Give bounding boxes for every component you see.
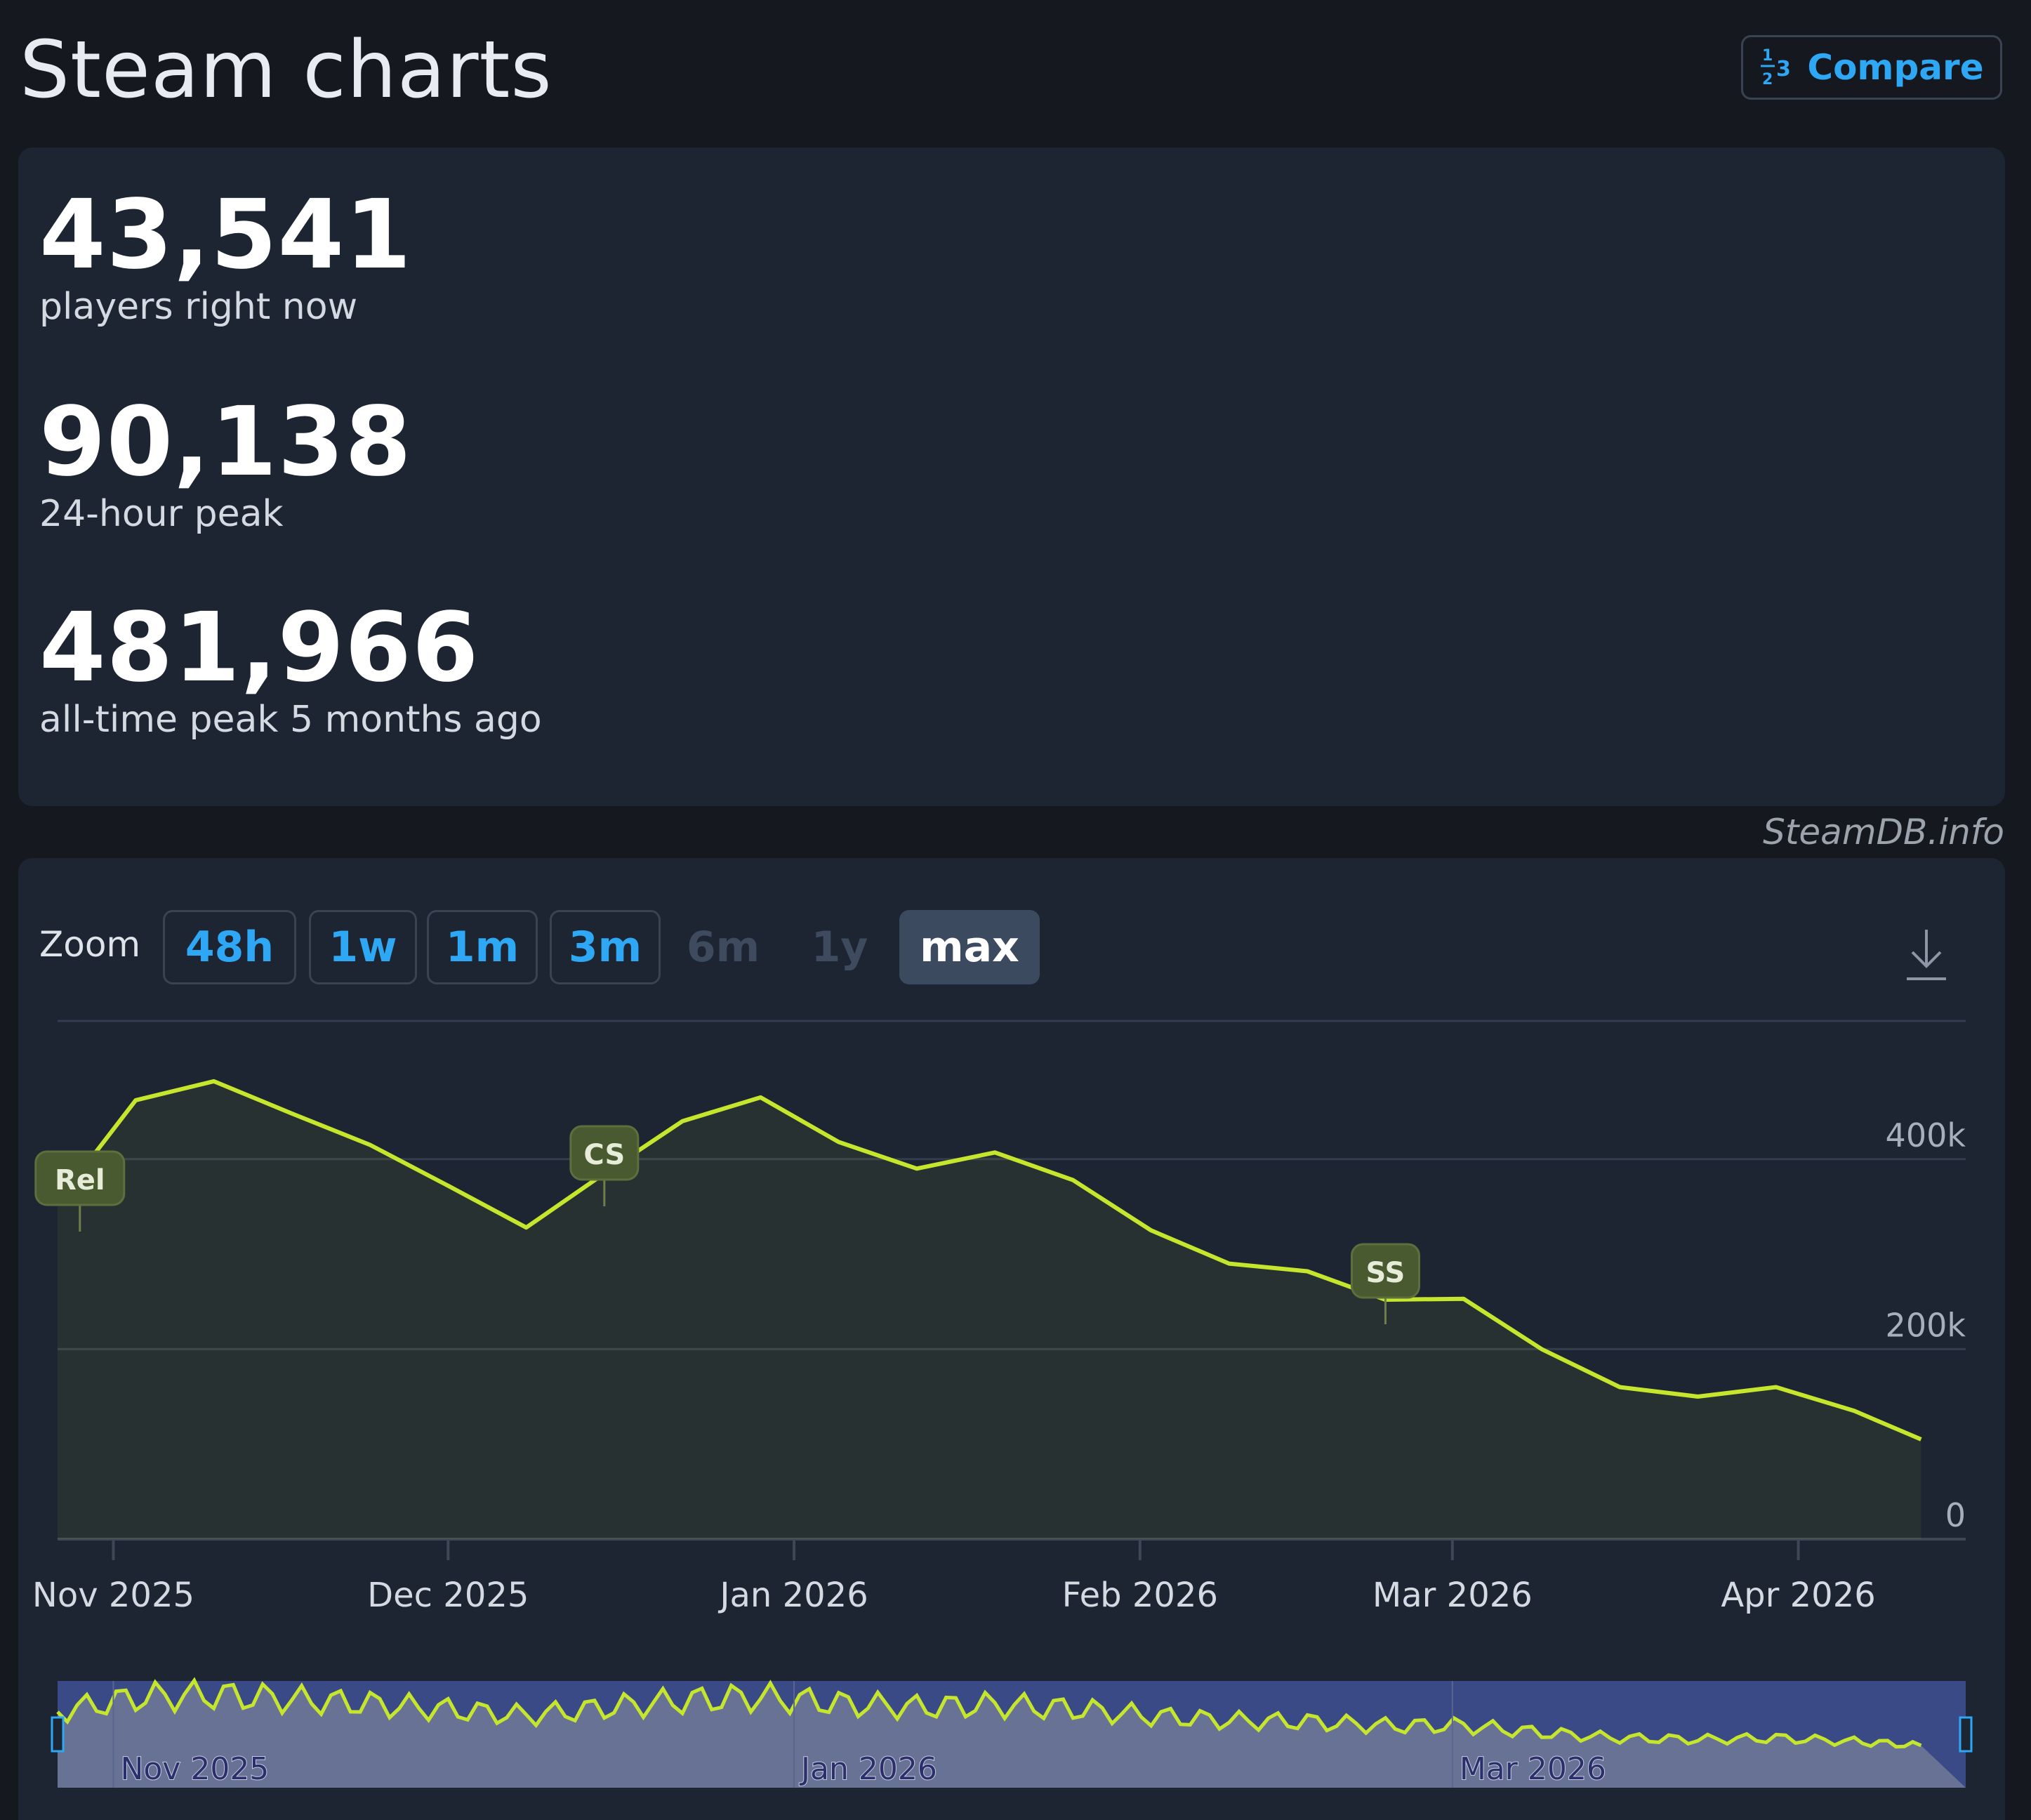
y-tick-label: 0 bbox=[1945, 1496, 1966, 1534]
page-title: Steam charts bbox=[20, 25, 553, 116]
stat-24h-peak: 90,138 24-hour peak bbox=[39, 390, 412, 537]
stat-label: players right now bbox=[39, 286, 358, 328]
zoom-1y-button: 1y bbox=[811, 923, 868, 972]
navigator-line bbox=[56, 1677, 1922, 1749]
svg-text:3: 3 bbox=[1776, 57, 1791, 81]
flag-cs bbox=[569, 1125, 640, 1181]
navigator-handle-right[interactable] bbox=[1959, 1716, 1973, 1753]
series-line bbox=[55, 1079, 1922, 1442]
series-area bbox=[58, 1081, 1921, 1539]
svg-text:2: 2 bbox=[1762, 71, 1773, 88]
zoom-3m-button[interactable]: 3m bbox=[550, 910, 661, 984]
chart-card bbox=[18, 858, 2005, 1820]
stat-value: 90,138 bbox=[39, 387, 412, 498]
stat-value: 43,541 bbox=[39, 180, 412, 291]
zoom-label: Zoom bbox=[39, 924, 141, 965]
x-tick-label: Dec 2025 bbox=[367, 1576, 529, 1615]
navigator-tick-label: Jan 2026 bbox=[799, 1751, 937, 1787]
navigator-handle-left[interactable] bbox=[51, 1716, 65, 1753]
stat-label: all-time peak 5 months ago bbox=[39, 699, 542, 741]
flag-label: Rel bbox=[55, 1164, 105, 1196]
x-tick-label: Jan 2026 bbox=[717, 1576, 868, 1615]
stat-players-now: 43,541 players right now bbox=[39, 183, 412, 330]
compare-label: Compare bbox=[1807, 47, 1984, 88]
navigator-tick-label: Nov 2025 bbox=[120, 1751, 269, 1787]
zoom-1m-button[interactable]: 1m bbox=[427, 910, 538, 984]
compare-button[interactable]: 1 2 3 Compare bbox=[1741, 35, 2002, 100]
stat-value: 481,966 bbox=[39, 593, 479, 704]
flag-label: SS bbox=[1366, 1257, 1405, 1289]
x-tick-label: Mar 2026 bbox=[1372, 1576, 1533, 1615]
svg-text:1: 1 bbox=[1762, 47, 1773, 65]
x-tick-label: Apr 2026 bbox=[1721, 1576, 1875, 1615]
download-icon[interactable] bbox=[1904, 927, 1949, 983]
watermark: SteamDB.info bbox=[1763, 812, 2004, 852]
stat-label: 24-hour peak bbox=[39, 493, 284, 535]
zoom-1w-button[interactable]: 1w bbox=[309, 910, 417, 984]
y-tick-label: 200k bbox=[1886, 1306, 1966, 1344]
stat-all-time-peak: 481,966 all-time peak 5 months ago bbox=[39, 595, 542, 743]
zoom-48h-button[interactable]: 48h bbox=[163, 910, 296, 984]
y-tick-label: 400k bbox=[1886, 1116, 1966, 1154]
x-tick-label: Nov 2025 bbox=[32, 1576, 194, 1615]
stats-card bbox=[18, 147, 2005, 806]
navigator-area bbox=[58, 1680, 1966, 1788]
numbers-icon: 1 2 3 bbox=[1761, 47, 1791, 88]
x-tick-label: Feb 2026 bbox=[1062, 1576, 1218, 1615]
navigator-tick-label: Mar 2026 bbox=[1460, 1751, 1606, 1787]
zoom-6m-button: 6m bbox=[686, 923, 760, 972]
zoom-max-button[interactable]: max bbox=[899, 910, 1040, 984]
flag-label: CS bbox=[583, 1139, 625, 1171]
flag-rel bbox=[34, 1150, 126, 1206]
flag-ss bbox=[1350, 1243, 1420, 1299]
